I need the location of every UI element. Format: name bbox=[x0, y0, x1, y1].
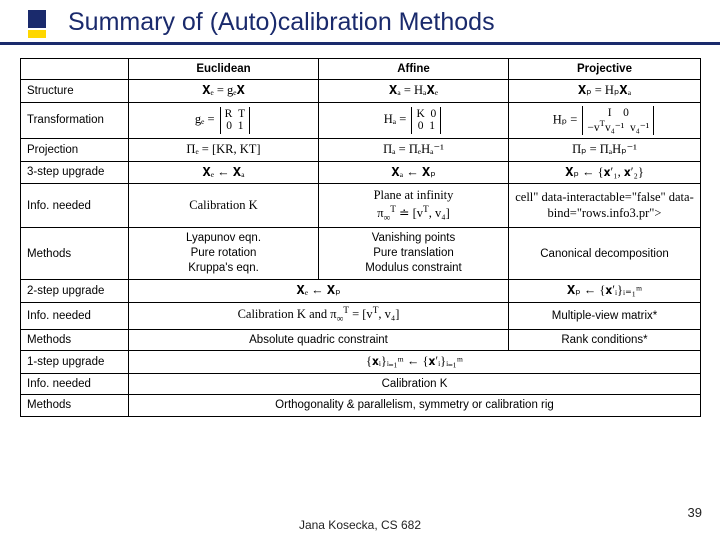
col-affine: Affine bbox=[319, 59, 509, 80]
row-2step-methods: Methods Absolute quadric constraint Rank… bbox=[21, 330, 701, 351]
table-header-row: Euclidean Affine Projective bbox=[21, 59, 701, 80]
col-blank bbox=[21, 59, 129, 80]
row-1step-info: Info. needed Calibration K bbox=[21, 374, 701, 395]
cell-span3: Orthogonality & parallelism, symmetry or… bbox=[129, 395, 701, 416]
slide-title: Summary of (Auto)calibration Methods bbox=[68, 8, 495, 37]
c: cell" data-interactable="false" data-bin… bbox=[509, 184, 701, 228]
row-label: Info. needed bbox=[21, 374, 129, 395]
row-2step-upgrade: 2-step upgrade 𝐗ₑ ← 𝐗ₚ 𝐗ₚ ← {𝐱′ᵢ}ᵢ₌₁ᵐ bbox=[21, 280, 701, 303]
row-label: Methods bbox=[21, 395, 129, 416]
cell: 𝐗ₚ ← {𝐱′₁, 𝐱′₂} bbox=[509, 161, 701, 184]
line: Pure translation bbox=[373, 247, 454, 259]
cell: 𝐗ₐ ← 𝐗ₚ bbox=[319, 161, 509, 184]
cell: gₑ = R T 0 1 bbox=[129, 103, 319, 139]
cell: Rank conditions* bbox=[509, 330, 701, 351]
line: Kruppa's eqn. bbox=[188, 262, 259, 274]
line: Lyapunov eqn. bbox=[186, 232, 261, 244]
row-label: Methods bbox=[21, 330, 129, 351]
row-3step-info: Info. needed Calibration K Plane at infi… bbox=[21, 184, 701, 228]
accent-yellow-bar bbox=[28, 30, 46, 38]
cell: Calibration K bbox=[129, 184, 319, 228]
row-1step-upgrade: 1-step upgrade {𝐱ᵢ}ᵢ₌₁ᵐ ← {𝐱′ᵢ}ᵢ₌₁ᵐ bbox=[21, 351, 701, 374]
cell: Hₚ = I 0 −vTv₄⁻¹ v₄⁻¹ bbox=[509, 103, 701, 139]
row-label: Info. needed bbox=[21, 302, 129, 329]
line: π∞T ≐ [vT, v₄] bbox=[377, 206, 450, 220]
row-structure: Structure 𝐗ₑ = gₑ𝐗 𝐗ₐ = Hₐ𝐗ₑ 𝐗ₚ = Hₚ𝐗ₐ bbox=[21, 80, 701, 103]
row-label: Transformation bbox=[21, 103, 129, 139]
cell: Plane at infinity π∞T ≐ [vT, v₄] bbox=[319, 184, 509, 228]
row-3step-upgrade: 3-step upgrade 𝐗ₑ ← 𝐗ₐ 𝐗ₐ ← 𝐗ₚ 𝐗ₚ ← {𝐱′₁… bbox=[21, 161, 701, 184]
row-transformation: Transformation gₑ = R T 0 1 Hₐ = K 0 0 1… bbox=[21, 103, 701, 139]
cell-span3: {𝐱ᵢ}ᵢ₌₁ᵐ ← {𝐱′ᵢ}ᵢ₌₁ᵐ bbox=[129, 351, 701, 374]
cell: Πₐ = ΠₑHₐ⁻¹ bbox=[319, 138, 509, 161]
cell: 𝐗ₑ ← 𝐗ₐ bbox=[129, 161, 319, 184]
row-label: 3-step upgrade bbox=[21, 161, 129, 184]
cell: Πₚ = ΠₐHₚ⁻¹ bbox=[509, 138, 701, 161]
line: Pure rotation bbox=[191, 247, 257, 259]
cell-span2: Calibration K and π∞T = [vT, v₄] bbox=[129, 302, 509, 329]
cell-span3: Calibration K bbox=[129, 374, 701, 395]
cell: 𝐗ₚ ← {𝐱′ᵢ}ᵢ₌₁ᵐ bbox=[509, 280, 701, 303]
horizontal-rule bbox=[0, 42, 720, 45]
cell: Vanishing points Pure translation Modulu… bbox=[319, 228, 509, 280]
cell: Multiple-view matrix* bbox=[509, 302, 701, 329]
matrix: R T 0 1 bbox=[220, 107, 250, 133]
cell-span2: 𝐗ₑ ← 𝐗ₚ bbox=[129, 280, 509, 303]
line: Vanishing points bbox=[372, 232, 456, 244]
row-2step-info: Info. needed Calibration K and π∞T = [vT… bbox=[21, 302, 701, 329]
matrix: K 0 0 1 bbox=[411, 107, 441, 133]
cell: 𝐗ₚ = Hₚ𝐗ₐ bbox=[509, 80, 701, 103]
row-label: Structure bbox=[21, 80, 129, 103]
cell: 𝐗ₐ = Hₐ𝐗ₑ bbox=[319, 80, 509, 103]
row-label: 1-step upgrade bbox=[21, 351, 129, 374]
prefix: Hₐ = bbox=[384, 112, 407, 126]
summary-table-wrap: Euclidean Affine Projective Structure 𝐗ₑ… bbox=[20, 58, 700, 417]
cell: Lyapunov eqn. Pure rotation Kruppa's eqn… bbox=[129, 228, 319, 280]
row-label: Projection bbox=[21, 138, 129, 161]
cell: Canonical decomposition bbox=[509, 228, 701, 280]
cell-span2: Absolute quadric constraint bbox=[129, 330, 509, 351]
footer-text: Jana Kosecka, CS 682 bbox=[0, 518, 720, 532]
line: Plane at infinity bbox=[374, 188, 454, 202]
col-projective: Projective bbox=[509, 59, 701, 80]
row-label: 2-step upgrade bbox=[21, 280, 129, 303]
matrix: I 0 −vTv₄⁻¹ v₄⁻¹ bbox=[582, 106, 654, 135]
cell: 𝐗ₑ = gₑ𝐗 bbox=[129, 80, 319, 103]
accent-navy-square bbox=[28, 10, 46, 28]
line: Modulus constraint bbox=[365, 262, 462, 274]
row-3step-methods: Methods Lyapunov eqn. Pure rotation Krup… bbox=[21, 228, 701, 280]
page-number: 39 bbox=[688, 505, 702, 520]
cell: Hₐ = K 0 0 1 bbox=[319, 103, 509, 139]
col-euclidean: Euclidean bbox=[129, 59, 319, 80]
prefix: gₑ = bbox=[195, 112, 215, 126]
prefix: Hₚ = bbox=[553, 112, 578, 126]
row-projection: Projection Πₑ = [KR, KT] Πₐ = ΠₑHₐ⁻¹ Πₚ … bbox=[21, 138, 701, 161]
row-1step-methods: Methods Orthogonality & parallelism, sym… bbox=[21, 395, 701, 416]
accent-bar bbox=[28, 10, 46, 40]
row-label: Methods bbox=[21, 228, 129, 280]
row-label: Info. needed bbox=[21, 184, 129, 228]
cell: Πₑ = [KR, KT] bbox=[129, 138, 319, 161]
summary-table: Euclidean Affine Projective Structure 𝐗ₑ… bbox=[20, 58, 701, 417]
